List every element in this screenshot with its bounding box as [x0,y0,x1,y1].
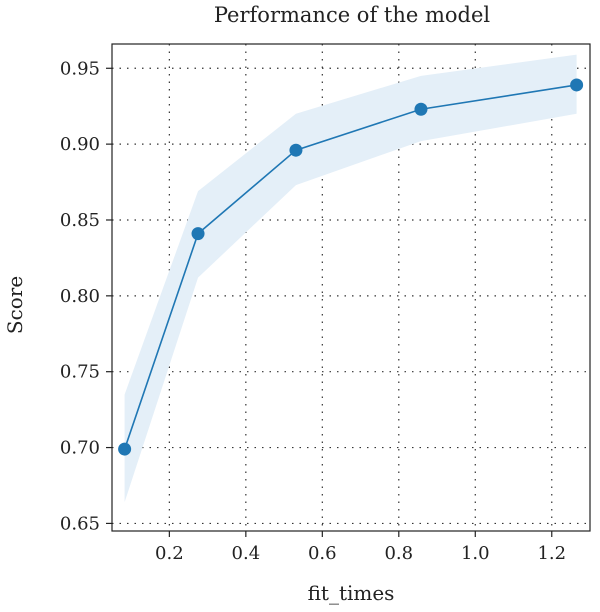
x-tick-label: 0.8 [384,543,413,564]
axis-ticks: 0.2 0.4 0.6 0.8 1.0 1.2 0.65 0.70 0.75 0.80 0.85 0.… [60,58,566,564]
y-tick-label: 0.80 [60,286,100,307]
data-point [414,102,428,116]
x-tick-label: 1.2 [537,543,566,564]
y-tick-label: 0.75 [60,362,100,383]
y-tick-label: 0.70 [60,438,100,459]
x-tick-label: 0.4 [232,543,261,564]
data-point [289,143,303,157]
confidence-band [124,54,577,503]
data-point [191,227,205,241]
data-point [118,442,132,456]
chart-title: Performance of the model [214,3,491,27]
y-tick-label: 0.95 [60,58,100,79]
series [118,78,584,456]
y-tick-label: 0.90 [60,134,100,155]
x-tick-label: 1.0 [461,543,490,564]
x-tick-label: 0.6 [308,543,337,564]
plot-frame [111,43,591,532]
confidence-band-area [124,54,577,503]
x-tick-label: 0.2 [155,543,184,564]
y-tick-label: 0.85 [60,210,100,231]
x-axis-label: fit_times [308,581,395,605]
data-point [570,78,584,92]
y-axis-label: Score [3,276,27,334]
y-tick-label: 0.65 [60,513,100,534]
